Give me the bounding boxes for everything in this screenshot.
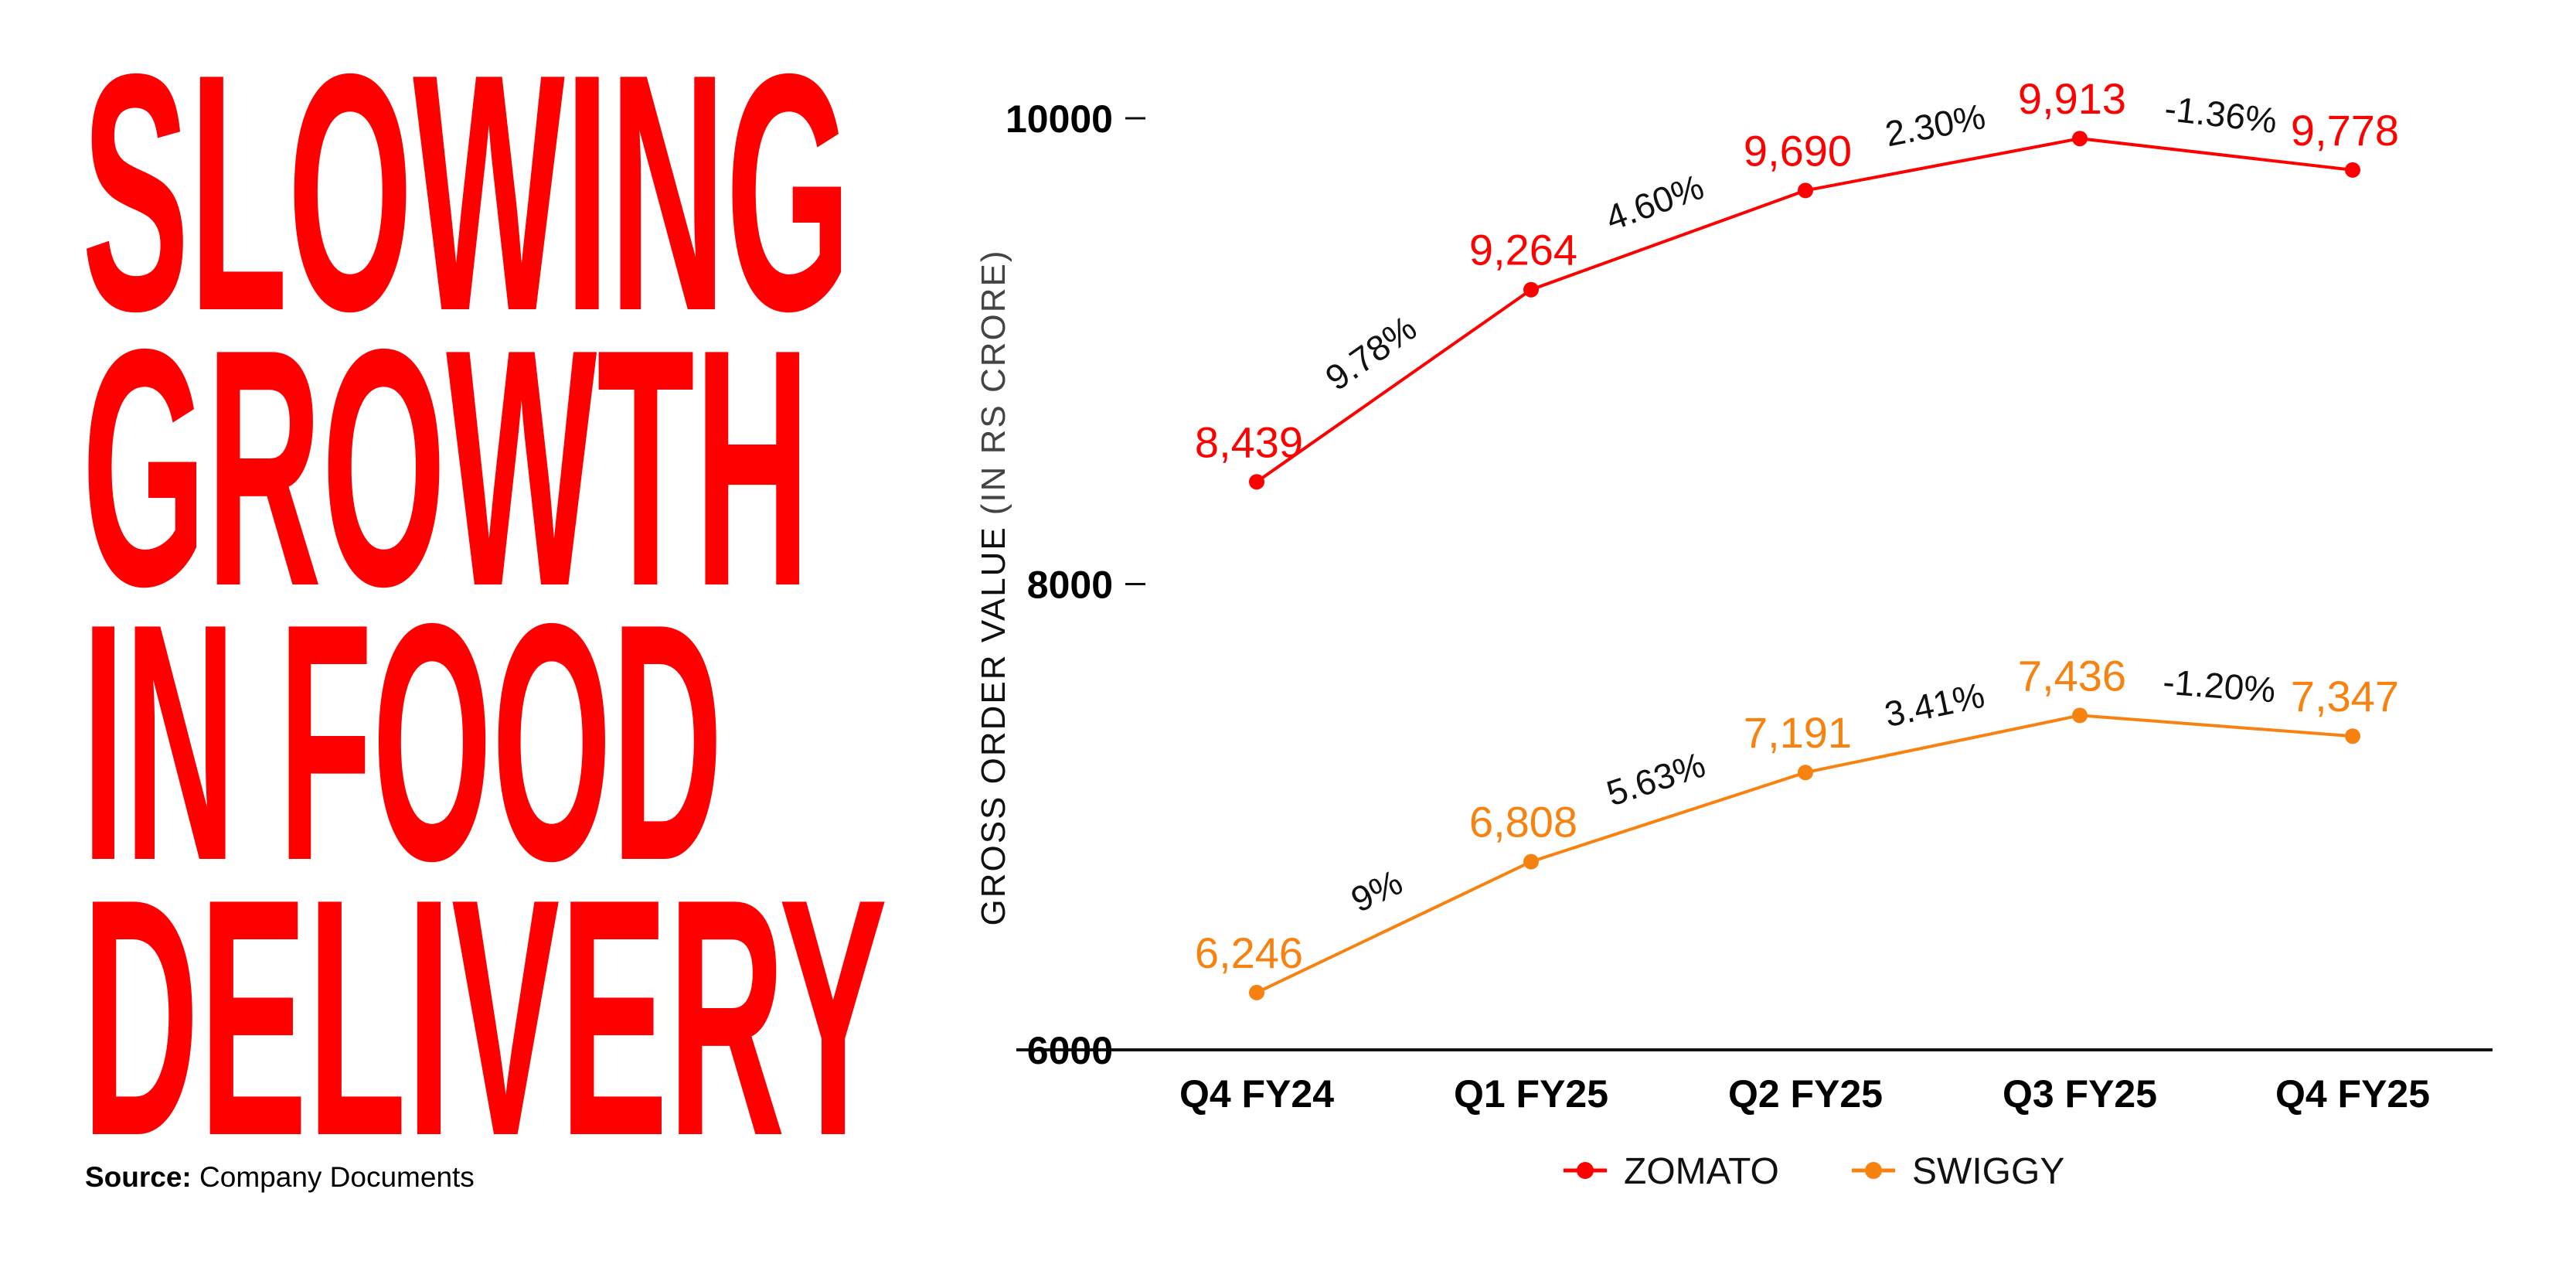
growth-label: -1.36% bbox=[2163, 88, 2279, 141]
y-axis-label: GROSS ORDER VALUE bbox=[975, 526, 1012, 925]
x-tick-label: Q1 FY25 bbox=[1454, 1072, 1608, 1116]
growth-label: 3.41% bbox=[1881, 675, 1988, 734]
growth-label: 4.60% bbox=[1601, 166, 1709, 238]
y-axis-unit: (IN RS CRORE) bbox=[975, 249, 1012, 515]
growth-label: 2.30% bbox=[1882, 96, 1989, 154]
y-tick-label: 10000 bbox=[1006, 97, 1113, 141]
headline-line-1: SLOWING bbox=[82, 3, 851, 381]
x-tick-label: Q2 FY25 bbox=[1728, 1072, 1883, 1116]
x-tick-label: Q4 FY24 bbox=[1179, 1072, 1334, 1116]
value-label: 9,690 bbox=[1744, 126, 1852, 175]
value-label: 7,191 bbox=[1744, 708, 1852, 757]
headline-line-3: IN FOOD bbox=[82, 553, 723, 931]
source-label: Source: bbox=[85, 1161, 192, 1193]
headline: SLOWING GROWTH IN FOOD DELIVERY bbox=[82, 3, 887, 1160]
source-note: Source: Company Documents bbox=[85, 1161, 475, 1194]
legend-item-zomato: ZOMATO bbox=[1564, 1151, 1779, 1192]
source-text: Company Documents bbox=[199, 1161, 475, 1193]
value-label: 9,778 bbox=[2291, 106, 2399, 155]
y-tick-label: 6000 bbox=[1027, 1029, 1113, 1072]
value-label: 9,264 bbox=[1469, 226, 1577, 274]
data-point bbox=[1523, 281, 1539, 298]
legend-dot-icon bbox=[1865, 1162, 1882, 1179]
value-label: 6,246 bbox=[1195, 928, 1303, 977]
value-label: 6,808 bbox=[1469, 798, 1577, 847]
data-point bbox=[2072, 131, 2088, 147]
x-tick-label: Q4 FY25 bbox=[2275, 1072, 2430, 1116]
growth-label: 9.78% bbox=[1318, 308, 1424, 398]
legend-dot-icon bbox=[1577, 1162, 1594, 1179]
series-swiggy: 6,246 6,808 7,191 7,436 7,347 9% 5.63% 3.41% -1.… bbox=[1195, 651, 2399, 1000]
y-tick-label: 8000 bbox=[1027, 564, 1113, 607]
series-zomato: 8,439 9,264 9,690 9,913 9,778 9.78% 4.60% 2.30%… bbox=[1195, 74, 2399, 490]
value-label: 8,439 bbox=[1195, 417, 1303, 466]
growth-label: 5.63% bbox=[1601, 744, 1710, 814]
data-point bbox=[2072, 707, 2088, 724]
data-point bbox=[1249, 984, 1264, 1000]
legend-label: ZOMATO bbox=[1624, 1151, 1779, 1192]
data-point bbox=[1249, 474, 1264, 490]
growth-label: 9% bbox=[1345, 862, 1408, 921]
legend-item-swiggy: SWIGGY bbox=[1852, 1151, 2064, 1192]
data-point bbox=[1798, 765, 1813, 781]
data-point bbox=[2345, 728, 2360, 744]
growth-label: -1.20% bbox=[2162, 662, 2277, 710]
data-point bbox=[1798, 182, 1813, 199]
data-point bbox=[1523, 853, 1539, 870]
value-label: 7,347 bbox=[2291, 672, 2399, 721]
value-label: 9,913 bbox=[2018, 74, 2126, 123]
value-label: 7,436 bbox=[2018, 651, 2126, 700]
data-point bbox=[2345, 162, 2360, 178]
headline-line-4: DELIVERY bbox=[82, 828, 887, 1160]
y-axis-title: GROSS ORDER VALUE (IN RS CRORE) bbox=[975, 249, 1012, 925]
headline-line-2: GROWTH bbox=[82, 278, 810, 656]
x-tick-label: Q3 FY25 bbox=[2003, 1072, 2157, 1116]
legend-label: SWIGGY bbox=[1912, 1151, 2064, 1192]
